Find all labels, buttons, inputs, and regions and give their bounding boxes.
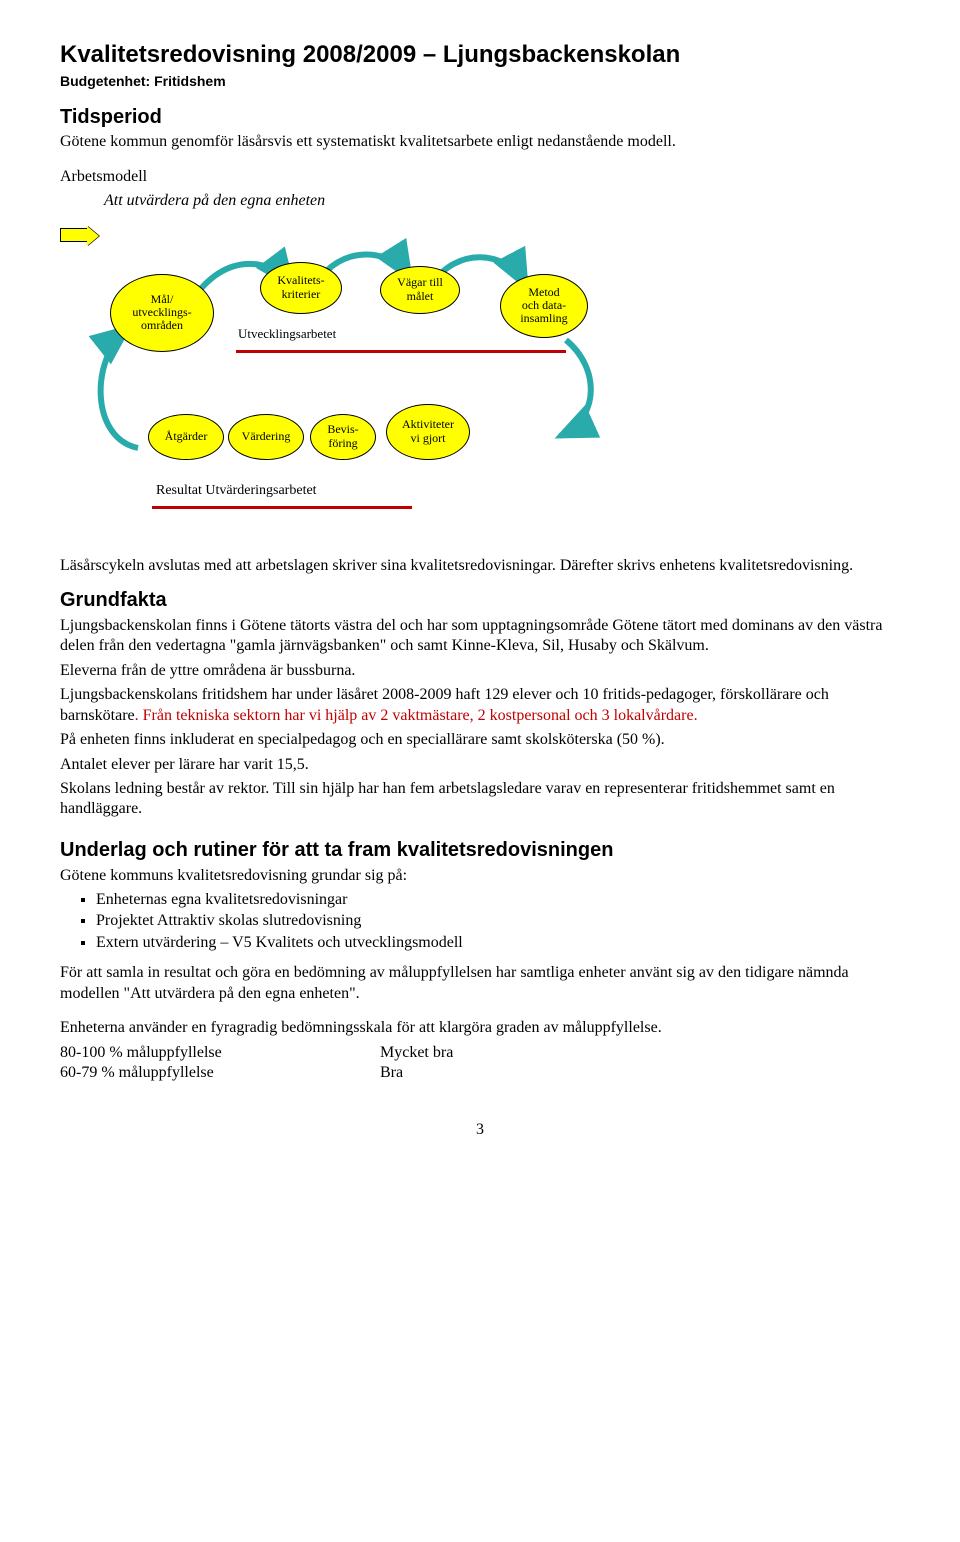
- bubble-bevisforing: Bevis-föring: [310, 414, 376, 460]
- grundfakta-p3b: . Från tekniska sektorn har vi hjälp av …: [135, 707, 698, 724]
- bubble-aktiviteter: Aktivitetervi gjort: [386, 404, 470, 460]
- arrow-start-icon: [60, 228, 88, 242]
- scale-right: Mycket bra: [380, 1043, 453, 1063]
- tidsperiod-text: Götene kommun genomför läsårsvis ett sys…: [60, 132, 900, 152]
- bubble-atgarder: Åtgärder: [148, 414, 224, 460]
- page-title: Kvalitetsredovisning 2008/2009 – Ljungsb…: [60, 40, 900, 71]
- grundfakta-p1: Ljungsbackenskolan finns i Götene tätort…: [60, 616, 900, 657]
- scale-left: 80-100 % måluppfyllelse: [60, 1043, 380, 1063]
- label-utvecklingsarbetet: Utvecklingsarbetet: [238, 326, 336, 343]
- list-item: Projektet Attraktiv skolas slutredovisni…: [96, 911, 900, 931]
- label-resultat: Resultat Utvärderingsarbetet: [156, 482, 317, 500]
- underlag-intro: Götene kommuns kvalitetsredovisning grun…: [60, 866, 900, 886]
- grundfakta-p3: Ljungsbackenskolans fritidshem har under…: [60, 685, 900, 726]
- section-underlag: Underlag och rutiner för att ta fram kva…: [60, 838, 900, 864]
- arbetsmodell-diagram: Mål/utvecklings-områden Kvalitets-kriter…: [60, 218, 620, 538]
- grundfakta-p2: Eleverna från de yttre områdena är bussb…: [60, 661, 900, 681]
- scale-right: Bra: [380, 1063, 403, 1083]
- grundfakta-p5: Antalet elever per lärare har varit 15,5…: [60, 755, 900, 775]
- list-item: Extern utvärdering – V5 Kvalitets och ut…: [96, 933, 900, 953]
- section-grundfakta: Grundfakta: [60, 588, 900, 614]
- grundfakta-p6: Skolans ledning består av rektor. Till s…: [60, 779, 900, 820]
- scale-row-2: 60-79 % måluppfyllelse Bra: [60, 1063, 900, 1083]
- arbetsmodell-sub: Att utvärdera på den egna enheten: [104, 191, 900, 211]
- red-line-top: [236, 350, 566, 353]
- bubble-vardering: Värdering: [228, 414, 304, 460]
- underlag-p2: För att samla in resultat och göra en be…: [60, 963, 900, 1004]
- underlag-list: Enheternas egna kvalitetsredovisningar P…: [96, 890, 900, 953]
- red-line-bottom: [152, 506, 412, 509]
- list-item: Enheternas egna kvalitetsredovisningar: [96, 890, 900, 910]
- bubble-kvalitetskriterier: Kvalitets-kriterier: [260, 262, 342, 314]
- lasarscykeln-text: Läsårscykeln avslutas med att arbetslage…: [60, 556, 900, 576]
- scale-row-1: 80-100 % måluppfyllelse Mycket bra: [60, 1043, 900, 1063]
- bubble-vagar: Vägar tillmålet: [380, 266, 460, 314]
- page-subtitle: Budgetenhet: Fritidshem: [60, 73, 900, 91]
- bubble-metod: Metodoch data-insamling: [500, 274, 588, 338]
- underlag-p3: Enheterna använder en fyragradig bedömni…: [60, 1018, 900, 1038]
- scale-left: 60-79 % måluppfyllelse: [60, 1063, 380, 1083]
- page-number: 3: [60, 1120, 900, 1140]
- arbetsmodell-heading: Arbetsmodell: [60, 168, 147, 185]
- bubble-mal: Mål/utvecklings-områden: [110, 274, 214, 352]
- grundfakta-p4: På enheten finns inkluderat en specialpe…: [60, 730, 900, 750]
- section-tidsperiod: Tidsperiod: [60, 105, 900, 131]
